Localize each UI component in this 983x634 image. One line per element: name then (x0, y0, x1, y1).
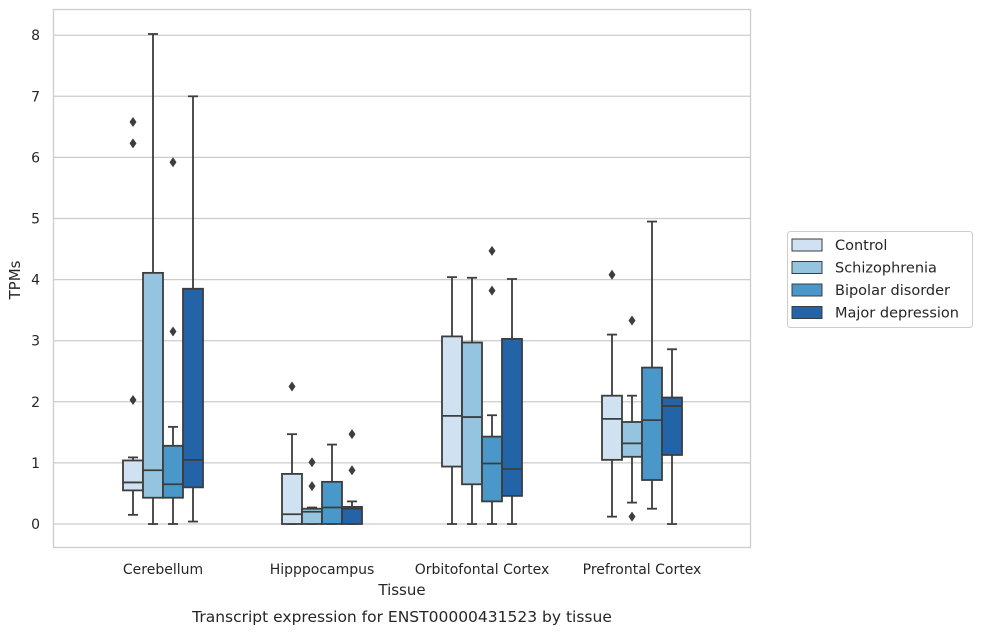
legend-frame (787, 231, 973, 328)
box (461, 276, 483, 525)
plot-area-frame (52, 8, 752, 549)
outlier-point (348, 429, 356, 440)
outlier-point (129, 138, 137, 149)
outlier-point (129, 394, 137, 405)
box (601, 269, 623, 518)
box-body (641, 366, 663, 481)
y-tick-label: 2 (31, 395, 40, 411)
box (321, 443, 343, 525)
outlier-point (169, 157, 177, 168)
chart-caption: Transcript expression for ENST0000043152… (191, 608, 612, 626)
box-body (461, 341, 483, 486)
box-body (142, 271, 164, 499)
box-body (481, 435, 503, 503)
legend-label: Bipolar disorder (835, 283, 950, 299)
box (301, 457, 323, 525)
box-body (601, 394, 623, 461)
box-body (281, 472, 303, 525)
y-tick-label: 3 (31, 334, 40, 350)
box-body (661, 396, 683, 456)
box (341, 429, 363, 525)
box (641, 220, 663, 510)
series-major-depression (182, 95, 683, 525)
y-tick-label: 8 (31, 28, 40, 44)
outlier-point (608, 269, 616, 280)
box (122, 116, 144, 516)
legend-swatch (791, 261, 823, 274)
outlier-point (348, 465, 356, 476)
legend: Control Schizophrenia Bipolar disorder Majo… (787, 231, 973, 328)
series-bipolar-disorder (162, 157, 663, 525)
box (441, 276, 463, 525)
y-tick-label: 4 (31, 273, 40, 289)
legend-swatch (791, 306, 823, 319)
legend-label: Control (835, 238, 887, 254)
box (281, 381, 303, 525)
outlier-point (628, 315, 636, 326)
outlier-point (129, 116, 137, 127)
box (661, 348, 683, 525)
outlier-point (308, 457, 316, 468)
x-tick-label: Prefrontal Cortex (583, 562, 702, 578)
outlier-point (308, 481, 316, 492)
outlier-point (488, 245, 496, 256)
x-tick-label: Cerebellum (123, 562, 203, 578)
box (182, 95, 204, 523)
box-body (122, 459, 144, 492)
box (621, 315, 643, 522)
y-tick-label: 1 (31, 456, 40, 472)
box (481, 245, 503, 525)
box-body (162, 444, 184, 499)
y-tick-label: 0 (31, 517, 40, 533)
x-tick-label: Orbitofontal Cortex (415, 562, 550, 578)
box-body (621, 421, 643, 458)
legend-label: Major depression (835, 306, 959, 322)
x-tick-label: Hipppocampus (270, 562, 375, 578)
y-axis-label: TPMs (6, 260, 24, 300)
legend-swatch (791, 283, 823, 297)
outlier-point (628, 511, 636, 522)
box-body (501, 337, 523, 497)
outlier-point (488, 285, 496, 296)
box-body (182, 287, 204, 489)
x-axis-label: Tissue (377, 581, 425, 599)
outlier-point (288, 381, 296, 392)
y-tick-label: 6 (31, 150, 40, 166)
box (142, 33, 164, 525)
box-body (341, 505, 363, 525)
y-tick-labels: 0 1 2 3 4 5 6 7 8 (31, 28, 40, 533)
y-tick-label: 5 (31, 212, 40, 228)
box (501, 278, 523, 525)
x-tick-labels: Cerebellum Hipppocampus Orbitofontal Corte… (123, 562, 701, 578)
legend-swatch (791, 238, 823, 252)
outlier-point (169, 326, 177, 337)
box-series-group (122, 33, 683, 525)
y-tick-label: 7 (31, 89, 40, 105)
box-body (441, 335, 463, 468)
box-body (321, 480, 343, 525)
legend-label: Schizophrenia (835, 261, 937, 277)
series-schizophrenia (142, 33, 643, 525)
